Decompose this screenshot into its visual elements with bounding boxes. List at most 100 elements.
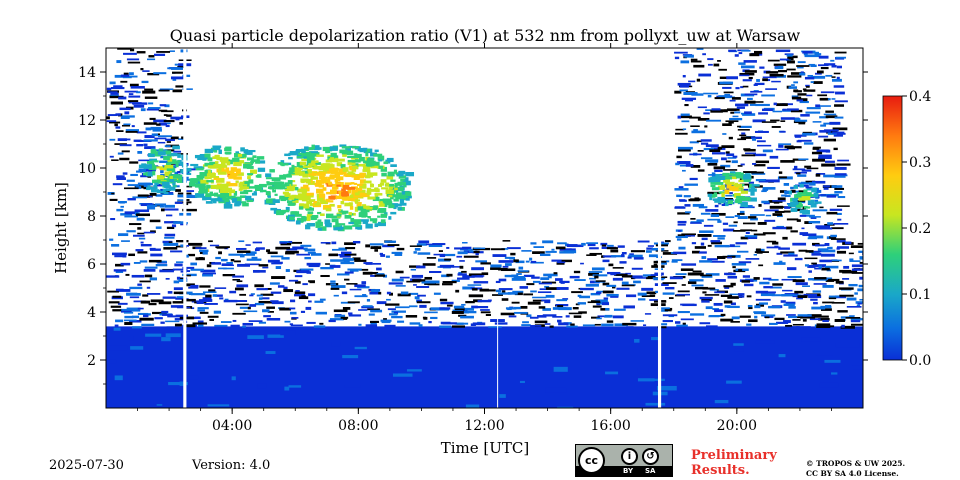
cirrus-cell — [718, 199, 727, 203]
noise-speckle — [215, 294, 223, 297]
noise-speckle — [744, 70, 757, 73]
noise-speckle — [708, 315, 720, 318]
noise-speckle — [709, 288, 719, 291]
noise-speckle — [512, 290, 524, 293]
noise-speckle — [738, 261, 752, 264]
noise-speckle — [533, 246, 545, 248]
noise-speckle — [532, 280, 541, 283]
noise-speckle — [120, 308, 132, 311]
noise-speckle — [857, 242, 863, 245]
noise-speckle — [182, 208, 197, 212]
noise-speckle — [306, 262, 321, 266]
noise-speckle — [855, 301, 863, 304]
noise-speckle — [129, 83, 139, 87]
noise-speckle — [737, 216, 748, 219]
cirrus-cell — [254, 184, 262, 188]
aerosol-layer-fill — [106, 326, 863, 408]
noise-speckle — [229, 290, 237, 294]
noise-speckle — [730, 302, 736, 306]
noise-speckle — [691, 284, 704, 287]
noise-speckle — [779, 176, 787, 179]
noise-speckle — [699, 322, 711, 325]
noise-speckle — [765, 291, 776, 294]
noise-speckle — [820, 124, 827, 127]
cirrus-cell — [358, 173, 364, 179]
cirrus-cell — [345, 146, 351, 151]
cirrus-cell — [403, 184, 407, 188]
noise-speckle — [813, 283, 827, 285]
noise-speckle — [745, 258, 760, 260]
noise-speckle — [384, 324, 396, 328]
cirrus-cell — [384, 204, 388, 208]
noise-speckle — [178, 138, 185, 140]
noise-speckle — [294, 294, 306, 297]
noise-speckle — [782, 108, 787, 111]
noise-speckle — [702, 53, 706, 56]
cirrus-cell — [202, 158, 207, 161]
noise-speckle — [243, 254, 256, 256]
cirrus-cell — [793, 185, 797, 189]
cirrus-cell — [350, 182, 355, 185]
noise-speckle — [417, 294, 426, 297]
noise-speckle — [192, 322, 208, 325]
cirrus-cell — [265, 191, 271, 196]
cirrus-cell — [395, 186, 404, 192]
noise-speckle — [681, 233, 696, 236]
noise-speckle — [608, 263, 614, 267]
noise-speckle — [556, 262, 565, 265]
noise-speckle — [804, 76, 815, 80]
cirrus-cell — [374, 194, 379, 199]
noise-speckle — [592, 305, 602, 308]
noise-speckle — [367, 308, 380, 311]
cirrus-cell — [278, 181, 284, 185]
noise-speckle — [753, 277, 760, 280]
cirrus-cell — [316, 171, 326, 176]
cirrus-cell — [281, 209, 290, 213]
cirrus-cell — [743, 178, 751, 183]
noise-speckle — [247, 306, 251, 310]
noise-speckle — [451, 325, 466, 328]
cirrus-cell — [298, 206, 304, 210]
noise-speckle — [725, 120, 739, 123]
cirrus-cell — [368, 206, 378, 211]
cirrus-cell — [270, 207, 278, 211]
cirrus-cell — [331, 167, 339, 173]
noise-speckle — [492, 294, 503, 296]
cirrus-cell — [398, 170, 406, 175]
cirrus-cell — [228, 159, 233, 165]
noise-speckle — [107, 192, 115, 195]
noise-speckle — [793, 118, 801, 120]
noise-speckle — [858, 284, 863, 288]
noise-speckle — [831, 259, 842, 262]
cirrus-cell — [803, 205, 808, 209]
cirrus-cell — [284, 193, 291, 198]
noise-speckle — [703, 147, 715, 151]
noise-speckle — [811, 306, 826, 310]
noise-speckle — [302, 283, 308, 286]
cirrus-cell — [343, 173, 350, 177]
noise-speckle — [796, 297, 803, 300]
noise-speckle — [856, 304, 861, 308]
noise-speckle — [143, 139, 158, 142]
noise-speckle — [213, 310, 221, 314]
cirrus-cell — [271, 177, 281, 182]
noise-speckle — [148, 303, 157, 306]
cirrus-cell — [380, 179, 387, 183]
noise-speckle — [170, 116, 184, 120]
cirrus-cell — [328, 158, 337, 163]
cirrus-cell — [332, 225, 341, 228]
noise-speckle — [701, 237, 708, 241]
cirrus-cell — [377, 221, 386, 227]
noise-speckle — [147, 293, 161, 295]
noise-speckle — [539, 253, 551, 257]
noise-speckle — [116, 175, 125, 178]
cirrus-cell — [223, 203, 233, 209]
noise-speckle — [541, 299, 551, 302]
noise-speckle — [757, 221, 767, 225]
noise-speckle — [785, 226, 793, 230]
cirrus-cell — [806, 188, 815, 191]
noise-speckle — [612, 267, 624, 269]
cirrus-cell — [335, 195, 344, 200]
cirrus-cell — [377, 184, 382, 187]
